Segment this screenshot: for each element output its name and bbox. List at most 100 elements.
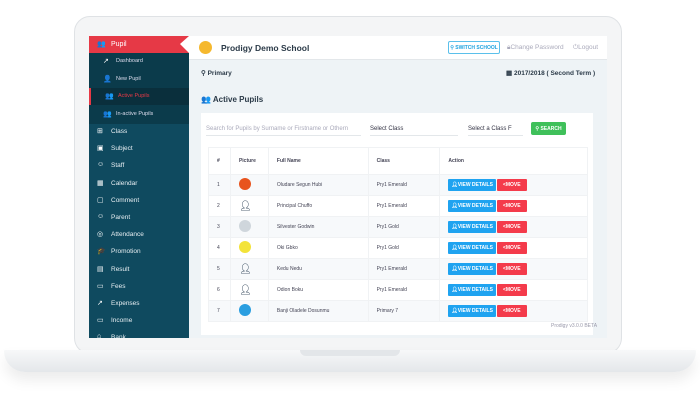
class-select[interactable]: Select Class xyxy=(370,123,458,136)
move-label: MOVE xyxy=(505,182,521,188)
class-cell: Pry1 Emerald xyxy=(367,279,441,301)
user-icon: 👤︎ xyxy=(451,266,458,272)
user-icon: 👤︎ xyxy=(451,203,458,209)
user-icon: 👤︎ xyxy=(451,287,458,293)
screen: 👥 Pupil ↗ Dashboard 👤 New Pupil 👥 Active Pupil… xyxy=(89,36,607,338)
pupils-table: # Picture Full Name Class Action 1 Oludare Se… xyxy=(208,147,588,322)
vd-label: VIEW DETAILS xyxy=(457,287,493,293)
view-details-button[interactable]: 👤︎VIEW DETAILS xyxy=(448,242,496,254)
move-button[interactable]: <MOVE xyxy=(496,221,527,233)
action-cell: 👤︎VIEW DETAILS <MOVE xyxy=(439,174,588,196)
picture-cell: 👤︎ xyxy=(229,279,269,301)
vd-label: VIEW DETAILS xyxy=(457,245,493,251)
class-arm-select[interactable]: Select a Class F xyxy=(468,123,523,136)
search-input[interactable]: Search for Pupils by Surname or Firstnam… xyxy=(206,123,361,136)
item-label: Attendance xyxy=(111,231,144,239)
row-number: 4 xyxy=(208,237,231,259)
item-label: New Pupil xyxy=(116,75,141,82)
row-number: 7 xyxy=(208,300,231,322)
avatar xyxy=(238,220,251,232)
sidebar-item[interactable]: ↗ Expenses xyxy=(89,296,189,313)
sidebar-item[interactable]: ☺ Parent xyxy=(89,210,189,227)
sidebar-item[interactable]: ▭ Fees xyxy=(89,279,189,296)
sidebar-item[interactable]: ▢ Comment xyxy=(89,193,189,210)
class-cell: Pry1 Emerald xyxy=(367,258,441,280)
session-text: 2017/2018 ( Second Term ) xyxy=(513,70,596,77)
view-details-button[interactable]: 👤︎VIEW DETAILS xyxy=(448,284,496,296)
search-label: SEARCH xyxy=(540,126,562,132)
switch-school-button[interactable]: ⚲ SWITCH SCHOOL xyxy=(448,41,500,54)
move-button[interactable]: <MOVE xyxy=(496,242,527,254)
user-silhouette-icon: 👤︎ xyxy=(238,200,252,212)
sidebar-item[interactable]: ▤ Result xyxy=(89,262,189,279)
sidebar-item[interactable]: ◎ Attendance xyxy=(89,227,189,244)
move-label: MOVE xyxy=(505,266,521,272)
school-logo xyxy=(199,41,212,54)
sidebar-section-pupil[interactable]: 👥 Pupil xyxy=(89,36,189,53)
user-group-icon: 👥 xyxy=(103,110,112,118)
class-cell: Pry1 Gold xyxy=(367,237,441,259)
page-title: 👥 Active Pupils xyxy=(201,95,263,104)
user-plus-icon: 👤 xyxy=(103,75,112,83)
sidebar-item[interactable]: ▭ Income xyxy=(89,313,189,330)
view-details-button[interactable]: 👤︎VIEW DETAILS xyxy=(448,221,496,233)
staff-icon: ☺ xyxy=(97,161,105,169)
view-details-button[interactable]: 👤︎VIEW DETAILS xyxy=(448,179,496,191)
clipboard-icon: ▤ xyxy=(97,265,104,273)
submenu: ↗ Dashboard 👤 New Pupil 👥 Active Pupils 👥 In-ac… xyxy=(89,53,189,124)
item-label: Calendar xyxy=(111,179,138,187)
logout-label: Logout xyxy=(578,44,599,51)
full-name: Silvester Godwin xyxy=(267,216,369,238)
wallet-icon: ▭ xyxy=(97,317,104,325)
move-label: MOVE xyxy=(505,245,521,251)
change-password-link[interactable]: 🔒︎Change Password xyxy=(507,44,564,51)
switch-label: SWITCH SCHOOL xyxy=(455,45,498,51)
move-button[interactable]: <MOVE xyxy=(496,305,527,317)
sidebar-item[interactable]: ▣ Subject xyxy=(89,141,189,158)
user-silhouette-icon: 👤︎ xyxy=(238,263,252,275)
title-text: Active Pupils xyxy=(212,95,264,104)
action-cell: 👤︎VIEW DETAILS <MOVE xyxy=(439,237,588,259)
view-details-button[interactable]: 👤︎VIEW DETAILS xyxy=(448,200,496,212)
chart-line-icon: ↗ xyxy=(97,300,103,307)
move-button[interactable]: <MOVE xyxy=(496,200,527,212)
class-cell: Pry1 Gold xyxy=(367,216,441,238)
sidebar-sub-item[interactable]: 👥 In-active Pupils xyxy=(89,106,189,123)
picture-cell xyxy=(229,174,269,196)
move-button[interactable]: <MOVE xyxy=(496,263,527,275)
pupils-card: Search for Pupils by Surname or Firstnam… xyxy=(201,113,593,335)
full-name: Oki Gbko xyxy=(267,237,369,259)
view-details-button[interactable]: 👤︎VIEW DETAILS xyxy=(448,263,496,275)
sidebar-item[interactable]: ⌂ Bank xyxy=(89,330,189,338)
move-button[interactable]: <MOVE xyxy=(496,284,527,296)
sidebar-item[interactable]: ⊞ Class xyxy=(89,124,189,141)
calendar-icon: ▦ xyxy=(97,179,104,187)
top-header: Prodigy Demo School ⚲ SWITCH SCHOOL 🔒︎Ch… xyxy=(189,36,607,60)
class-cell: Pry1 Emerald xyxy=(367,195,441,217)
sidebar-sub-item[interactable]: 👥 Active Pupils xyxy=(89,88,189,105)
sidebar-item[interactable]: ▦ Calendar xyxy=(89,176,189,193)
logout-link[interactable]: ⏻Logout xyxy=(573,44,599,51)
move-label: MOVE xyxy=(505,287,521,293)
check-circle-icon: ◎ xyxy=(97,231,104,239)
sidebar-item[interactable]: ☺ Staff xyxy=(89,158,189,175)
full-name: Kedu Nedu xyxy=(267,258,369,280)
full-name: Oludare Segun Hubi xyxy=(267,174,369,196)
move-button[interactable]: <MOVE xyxy=(496,179,527,191)
sidebar-sub-item[interactable]: 👤 New Pupil xyxy=(89,71,189,88)
avatar xyxy=(238,178,251,190)
column-header: Picture xyxy=(229,147,269,175)
item-label: Fees xyxy=(111,282,126,290)
row-number: 1 xyxy=(208,174,231,196)
share-icon: < xyxy=(502,245,506,251)
vd-label: VIEW DETAILS xyxy=(457,224,493,230)
picture-cell xyxy=(229,300,269,322)
column-header: # xyxy=(208,147,231,175)
sidebar-item[interactable]: 🎓 Promotion xyxy=(89,244,189,261)
sidebar-sub-item[interactable]: ↗ Dashboard xyxy=(89,53,189,70)
view-details-button[interactable]: 👤︎VIEW DETAILS xyxy=(448,305,496,317)
share-icon: < xyxy=(502,203,506,209)
search-button[interactable]: ⚲ SEARCH xyxy=(531,122,566,135)
vd-label: VIEW DETAILS xyxy=(457,308,493,314)
row-number: 6 xyxy=(208,279,231,301)
